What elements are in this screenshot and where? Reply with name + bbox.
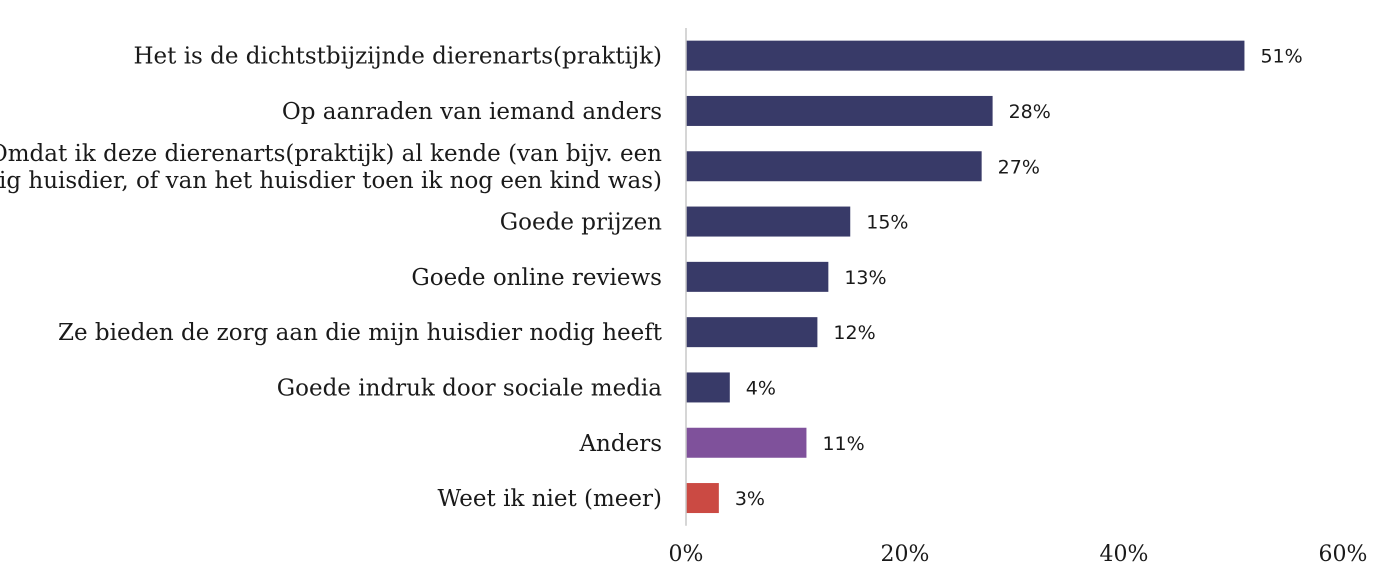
bar bbox=[686, 206, 851, 237]
category-label: Op aanraden van iemand anders bbox=[282, 99, 662, 125]
bar bbox=[686, 483, 719, 514]
bar bbox=[686, 261, 829, 292]
category-label: Goede online reviews bbox=[411, 265, 662, 291]
value-label: 27% bbox=[998, 156, 1040, 178]
category-label: Omdat ik deze dierenarts(praktijk) al ke… bbox=[0, 141, 662, 194]
bar bbox=[686, 151, 982, 182]
category-labels: Het is de dichtstbijzijnde dierenarts(pr… bbox=[0, 44, 663, 512]
value-label: 13% bbox=[844, 267, 886, 289]
bar bbox=[686, 372, 730, 403]
category-label: Het is de dichtstbijzijnde dierenarts(pr… bbox=[133, 44, 662, 70]
value-label: 51% bbox=[1260, 46, 1302, 68]
bar bbox=[686, 95, 993, 126]
x-tick-label: 40% bbox=[1100, 542, 1149, 567]
bar bbox=[686, 317, 818, 348]
value-labels: 51% 28% 27% 15% 13% 12% 4% 11% 3% bbox=[735, 46, 1303, 510]
bar bbox=[686, 427, 807, 458]
category-label: Weet ik niet (meer) bbox=[438, 486, 662, 512]
x-axis-tick-labels: 0% 20% 40% 60% bbox=[669, 542, 1368, 567]
value-label: 28% bbox=[1009, 101, 1051, 123]
category-label: Goede prijzen bbox=[500, 210, 662, 236]
x-tick-label: 60% bbox=[1319, 542, 1368, 567]
bar bbox=[686, 40, 1245, 71]
value-label: 3% bbox=[735, 488, 765, 510]
value-label: 12% bbox=[833, 322, 875, 344]
category-label: Anders bbox=[578, 431, 662, 457]
category-label: Ze bieden de zorg aan die mijn huisdier … bbox=[58, 320, 663, 346]
bars bbox=[686, 40, 1245, 514]
value-label: 4% bbox=[746, 377, 776, 399]
value-label: 15% bbox=[866, 212, 908, 234]
value-label: 11% bbox=[822, 433, 864, 455]
category-label: Goede indruk door sociale media bbox=[277, 375, 663, 401]
x-tick-label: 20% bbox=[881, 542, 930, 567]
x-tick-label: 0% bbox=[669, 542, 704, 567]
